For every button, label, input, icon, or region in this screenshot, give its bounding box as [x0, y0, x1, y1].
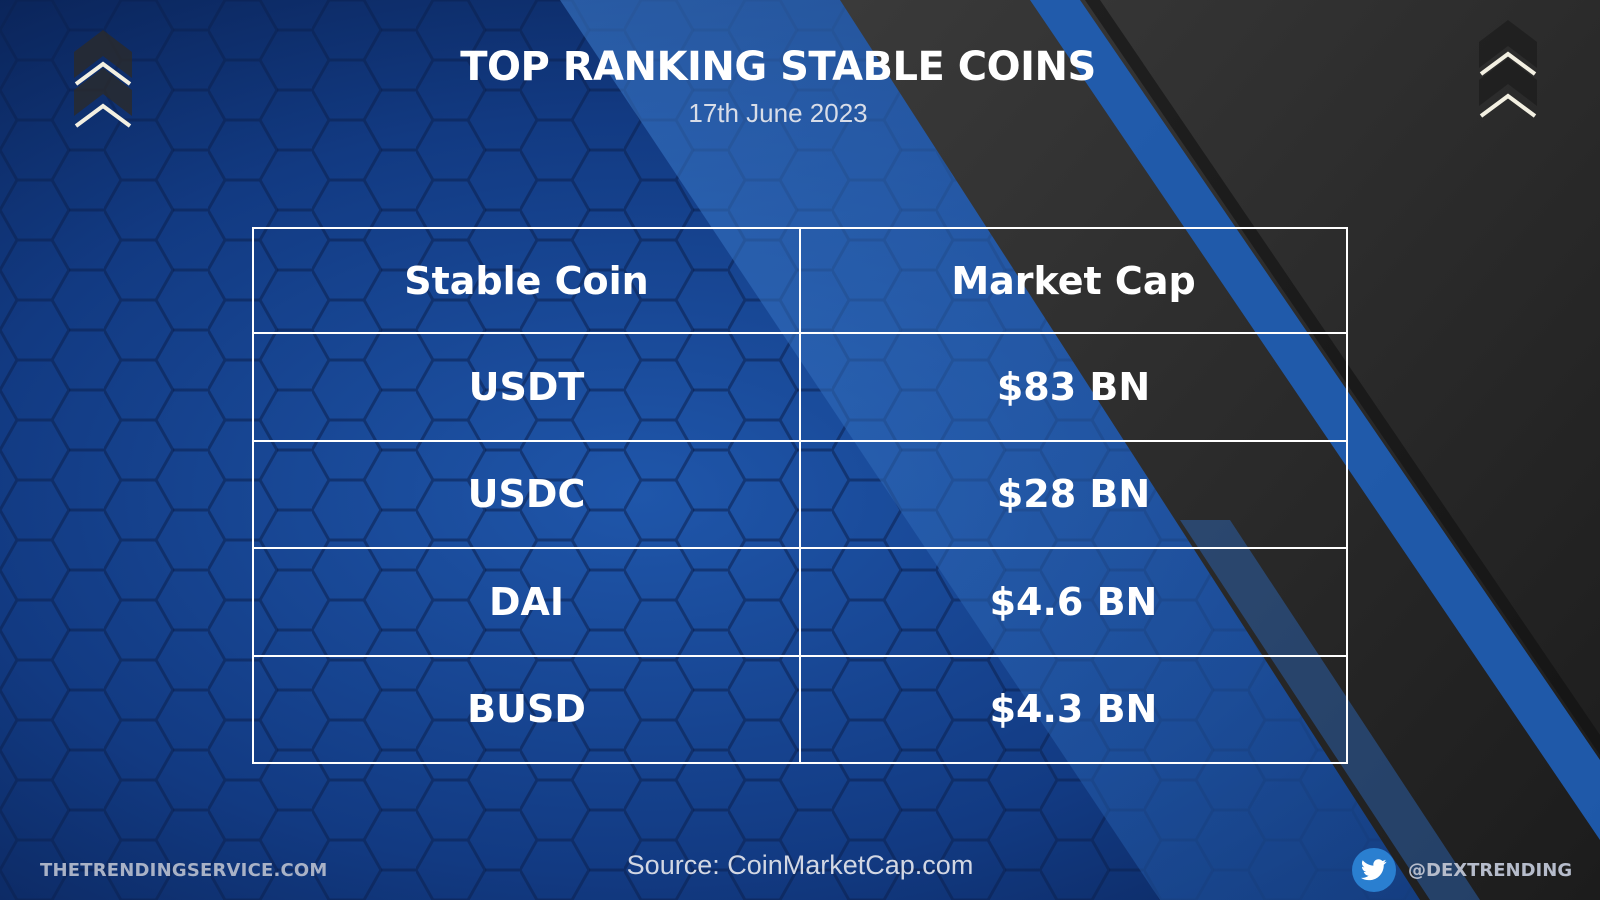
source-credit: Source: CoinMarketCap.com [626, 850, 974, 880]
twitter-bird-icon [1352, 848, 1396, 892]
table-row: USDT $83 BN [252, 332, 1348, 442]
column-header-coin: Stable Coin [252, 227, 801, 334]
market-cap-value: $4.3 BN [799, 654, 1348, 764]
twitter-handle: @DEXTRENDING [1408, 859, 1573, 881]
column-header-market-cap: Market Cap [799, 227, 1348, 334]
market-cap-value: $4.6 BN [799, 547, 1348, 657]
page-title: TOP RANKING STABLE COINS [460, 44, 1096, 90]
table-row: DAI $4.6 BN [252, 547, 1348, 657]
coin-name: USDC [252, 439, 801, 549]
page-date: 17th June 2023 [688, 98, 868, 128]
table-row: BUSD $4.3 BN [252, 654, 1348, 764]
coin-name: BUSD [252, 654, 801, 764]
website-link[interactable]: THETRENDINGSERVICE.COM [40, 860, 328, 881]
coin-name: DAI [252, 547, 801, 657]
table-header-row: Stable Coin Market Cap [252, 227, 1348, 334]
table-row: USDC $28 BN [252, 439, 1348, 549]
market-cap-value: $83 BN [799, 332, 1348, 442]
double-chevron-up-icon [72, 28, 134, 136]
double-chevron-up-icon [1477, 18, 1539, 126]
twitter-handle-group[interactable]: @DEXTRENDING [1352, 848, 1572, 892]
coin-name: USDT [252, 332, 801, 442]
stablecoin-table: Stable Coin Market Cap USDT $83 BN USDC … [252, 227, 1348, 764]
market-cap-value: $28 BN [799, 439, 1348, 549]
